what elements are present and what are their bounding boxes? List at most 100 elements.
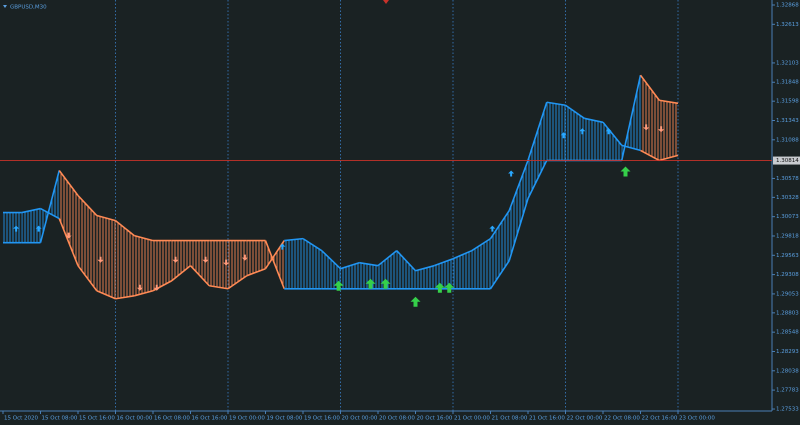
- signal-arrow: [508, 170, 515, 177]
- stop-line: [639, 74, 660, 101]
- signal-arrow: [410, 296, 421, 307]
- signal-arrow: [279, 243, 286, 250]
- trend-band: [284, 238, 303, 289]
- y-tick-label: 1.29818: [776, 233, 799, 239]
- signal-arrow: [241, 254, 248, 261]
- trend-band: [378, 250, 397, 289]
- trend-band: [209, 240, 228, 289]
- signal-arrow: [605, 128, 612, 135]
- y-tick-label: 1.27533: [776, 407, 799, 413]
- trend-band: [434, 258, 453, 289]
- y-tick-label: 1.28038: [776, 368, 799, 374]
- ma-line: [21, 207, 41, 214]
- y-tick-label: 1.31088: [776, 137, 799, 143]
- signal-arrow: [136, 284, 143, 291]
- ma-line: [171, 265, 192, 282]
- signal-arrow: [620, 166, 631, 177]
- stop-line: [489, 260, 510, 290]
- trend-band: [246, 240, 266, 276]
- ma-line: [340, 261, 360, 270]
- trend-band: [134, 235, 153, 296]
- trend-band: [59, 170, 78, 266]
- ma-line: [489, 210, 510, 240]
- y-tick-label: 1.27783: [776, 388, 799, 394]
- ma-line: [58, 218, 79, 266]
- stop-line: [264, 240, 285, 290]
- trend-band: [153, 240, 172, 291]
- stop-line: [527, 160, 548, 199]
- ma-line: [659, 154, 679, 162]
- y-tick-label: 1.29308: [776, 272, 799, 278]
- x-tick-label: 21 Oct 00:00: [454, 416, 490, 422]
- signal-arrow: [202, 256, 209, 263]
- trend-band: [584, 118, 603, 161]
- ma-line: [433, 257, 454, 267]
- signal-arrow: [434, 282, 445, 293]
- x-tick-label: 22 Oct 16:00: [642, 416, 678, 422]
- y-tick-label: 1.28293: [776, 349, 799, 355]
- ma-line: [96, 290, 116, 300]
- trend-band: [78, 195, 97, 291]
- plot-area: [0, 0, 772, 411]
- trend-band: [96, 215, 116, 299]
- x-tick-label: 20 Oct 16:00: [417, 416, 453, 422]
- trend-band: [659, 100, 678, 161]
- stop-line: [96, 214, 116, 222]
- y-tick-label: 1.28548: [776, 330, 799, 336]
- ma-line: [508, 160, 529, 211]
- ma-line: [640, 149, 660, 162]
- ma-line: [209, 284, 229, 290]
- trend-band: [509, 160, 528, 261]
- y-tick-label: 1.32613: [776, 22, 799, 28]
- x-tick-label: 20 Oct 08:00: [379, 416, 415, 422]
- ma-line: [584, 117, 604, 124]
- trend-band: [3, 212, 22, 243]
- signal-arrow: [153, 284, 160, 291]
- stop-line: [58, 169, 79, 197]
- y-tick-label: 1.30578: [776, 176, 799, 182]
- x-tick-label: 19 Oct 08:00: [267, 416, 303, 422]
- y-tick-label: 1.30328: [776, 195, 799, 201]
- trend-band: [565, 105, 585, 161]
- trend-band: [228, 240, 247, 289]
- trend-band: [190, 240, 210, 286]
- x-tick-label: 22 Oct 08:00: [604, 416, 640, 422]
- x-tick-label: 20 Oct 00:00: [342, 416, 378, 422]
- stop-line: [134, 234, 154, 242]
- signal-arrow: [444, 282, 455, 293]
- trend-band: [490, 210, 510, 289]
- signal-arrow: [333, 280, 344, 291]
- x-tick-label: 16 Oct 16:00: [192, 416, 228, 422]
- x-tick-label: 21 Oct 08:00: [492, 416, 528, 422]
- trend-band: [340, 262, 360, 289]
- ma-line: [527, 101, 548, 161]
- stop-line: [39, 170, 61, 243]
- y-tick-label: 1.32868: [776, 2, 799, 8]
- signal-arrow: [643, 124, 650, 131]
- y-tick-label: 1.31343: [776, 118, 799, 124]
- chart-title: GBPUSD,M30: [10, 5, 47, 11]
- ma-line: [396, 250, 417, 272]
- x-tick-label: 19 Oct 16:00: [304, 416, 340, 422]
- trend-band: [303, 238, 322, 289]
- current-price-box: [773, 156, 800, 165]
- y-tick-label: 1.29053: [776, 291, 799, 297]
- ma-line: [565, 104, 585, 119]
- signal-arrow: [97, 256, 104, 263]
- ma-line: [284, 237, 304, 242]
- y-tick-label: 1.31598: [776, 99, 799, 105]
- stop-line: [508, 198, 529, 261]
- trend-band: [321, 250, 341, 289]
- ma-line: [452, 249, 473, 260]
- x-tick-label: 21 Oct 16:00: [529, 416, 565, 422]
- signal-arrow: [658, 126, 665, 133]
- y-tick-label: 1.32103: [776, 60, 799, 66]
- trend-band: [21, 208, 41, 243]
- trend-band: [171, 240, 191, 281]
- ma-line: [321, 250, 342, 270]
- y-tick-label: 1.30073: [776, 214, 799, 220]
- ma-line: [359, 261, 379, 267]
- ma-line: [471, 237, 491, 252]
- ma-line: [40, 207, 60, 220]
